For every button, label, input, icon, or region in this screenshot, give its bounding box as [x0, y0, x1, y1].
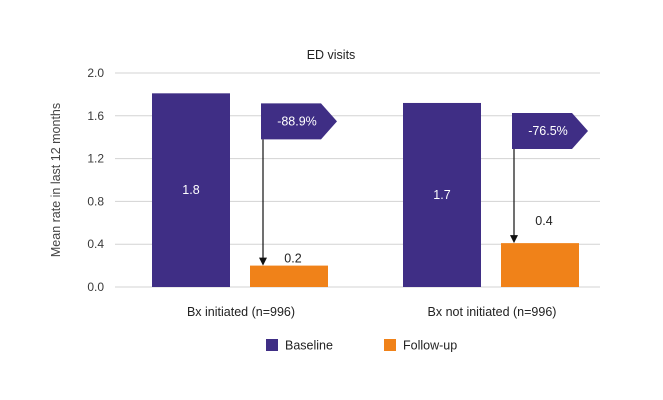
bar-baseline-0: [152, 93, 230, 287]
change-callout: [261, 103, 337, 140]
y-tick-label: 1.2: [87, 152, 104, 166]
y-tick-label: 0.4: [87, 237, 104, 251]
y-tick-label: 1.6: [87, 109, 104, 123]
percent-change-label: -88.9%: [277, 114, 317, 128]
bar-value-label: 1.8: [182, 183, 199, 197]
y-tick-label: 0.0: [87, 280, 104, 294]
y-tick-label: 0.8: [87, 194, 104, 208]
bar-value-label: 1.7: [433, 188, 450, 202]
change-callout: [512, 112, 588, 149]
legend-swatch: [266, 339, 278, 351]
y-tick-label: 2.0: [87, 66, 104, 80]
bar-value-label: 0.4: [535, 214, 552, 228]
bar-follow-up-0: [250, 265, 328, 287]
bar-baseline-1: [403, 102, 481, 288]
bar-value-label: 0.2: [284, 252, 301, 266]
legend-label: Baseline: [285, 339, 333, 353]
legend-swatch: [384, 339, 396, 351]
bar-follow-up-1: [501, 243, 579, 287]
chart-title: ED visits: [307, 48, 356, 62]
legend-label: Follow-up: [403, 339, 457, 353]
percent-change-label: -76.5%: [528, 124, 568, 138]
x-category-label: Bx initiated (n=996): [187, 305, 295, 319]
y-axis-label: Mean rate in last 12 months: [49, 103, 63, 257]
x-category-label: Bx not initiated (n=996): [428, 305, 557, 319]
